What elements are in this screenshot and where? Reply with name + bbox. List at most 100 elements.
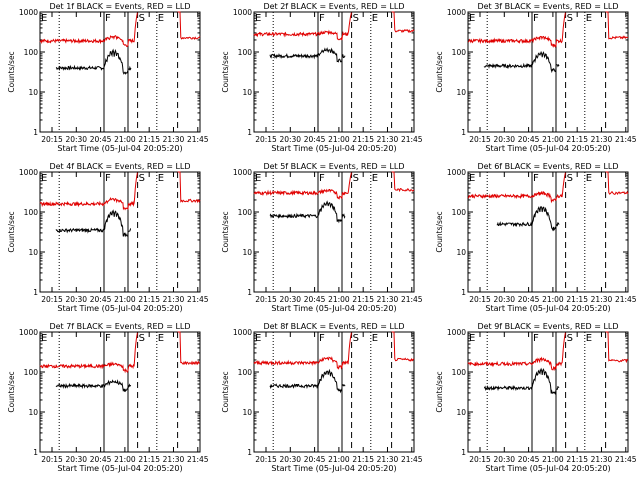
x-tick-label: 21:00	[114, 295, 136, 304]
plot-frame	[253, 11, 415, 133]
marker-label: F	[533, 173, 539, 184]
y-tick-label: 1000	[233, 328, 252, 337]
marker-label: S	[353, 13, 359, 24]
marker-label: E	[158, 173, 164, 184]
series-red-lld-tail	[177, 331, 200, 366]
x-tick-label: 21:45	[615, 135, 637, 144]
y-tick-label: 100	[452, 48, 467, 57]
x-tick-label: 20:15	[255, 135, 277, 144]
x-axis-label: Start Time (05-Jul-04 20:05:20)	[271, 144, 396, 153]
y-tick-label: 1	[461, 448, 466, 457]
plot-frame	[39, 331, 201, 453]
y-tick-label: 1	[33, 128, 38, 137]
y-tick-label: 1	[33, 288, 38, 297]
marker-label: E	[158, 13, 164, 24]
series-red-lld-tail	[391, 11, 415, 34]
series-black-events	[269, 47, 346, 63]
x-tick-label: 21:30	[377, 135, 399, 144]
y-tick-label: 10	[456, 408, 466, 417]
y-tick-label: 1	[461, 288, 466, 297]
x-axis-label: Start Time (05-Jul-04 20:05:20)	[57, 144, 182, 153]
x-tick-label: 21:15	[138, 135, 160, 144]
marker-label: S	[567, 333, 573, 344]
panel-det-8: Det 8f BLACK = Events, RED = LLD 1 10 100 10…	[221, 322, 423, 473]
y-tick-label: 1	[247, 128, 252, 137]
y-tick-label: 10	[28, 88, 38, 97]
plot-frame	[39, 171, 201, 293]
series-red-events	[39, 332, 138, 374]
panel-title: Det 8f BLACK = Events, RED = LLD	[263, 322, 404, 331]
panel-title: Det 2f BLACK = Events, RED = LLD	[263, 2, 404, 11]
x-tick-label: 21:00	[542, 135, 564, 144]
x-axis-label: Start Time (05-Jul-04 20:05:20)	[57, 464, 182, 473]
panel-det-7: Det 7f BLACK = Events, RED = LLD 1 10 100 10…	[7, 322, 209, 473]
marker-label: S	[139, 13, 145, 24]
x-tick-label: 21:30	[377, 295, 399, 304]
panel-title: Det 9f BLACK = Events, RED = LLD	[477, 322, 618, 331]
x-tick-label: 20:30	[493, 455, 515, 464]
marker-label: F	[319, 173, 325, 184]
panel-det-6: Det 6f BLACK = Events, RED = LLD 1 10 100 10…	[435, 162, 637, 313]
y-axis-label: Counts/sec	[435, 51, 444, 92]
x-tick-label: 20:15	[469, 135, 491, 144]
y-tick-label: 100	[238, 368, 253, 377]
y-tick-label: 10	[242, 88, 252, 97]
y-axis-label: Counts/sec	[221, 211, 230, 252]
x-tick-label: 21:30	[377, 455, 399, 464]
series-black-events	[496, 205, 560, 232]
y-tick-label: 1000	[447, 328, 466, 337]
marker-label: E	[41, 333, 47, 344]
x-tick-label: 20:45	[304, 455, 326, 464]
x-tick-label: 21:45	[615, 455, 637, 464]
series-red-events	[253, 332, 352, 370]
x-tick-label: 21:30	[591, 295, 613, 304]
series-black-events	[55, 379, 132, 393]
y-tick-label: 100	[24, 368, 39, 377]
x-tick-label: 20:30	[493, 295, 515, 304]
panel-title: Det 7f BLACK = Events, RED = LLD	[49, 322, 190, 331]
x-tick-label: 21:15	[352, 455, 374, 464]
marker-label: S	[567, 173, 573, 184]
x-tick-label: 21:30	[163, 455, 185, 464]
y-tick-label: 100	[24, 48, 39, 57]
plot-frame	[39, 11, 201, 133]
marker-label: F	[105, 333, 111, 344]
x-tick-label: 20:15	[41, 135, 63, 144]
x-tick-label: 21:45	[187, 455, 209, 464]
series-red-lld-tail	[605, 11, 629, 40]
y-tick-label: 1000	[233, 8, 252, 17]
panel-det-3: Det 3f BLACK = Events, RED = LLD 1 10 100 10…	[435, 2, 637, 153]
y-tick-label: 1000	[447, 8, 466, 17]
x-tick-label: 20:15	[255, 295, 277, 304]
series-black-events	[55, 209, 131, 238]
series-red-lld-tail	[605, 331, 629, 364]
marker-label: S	[139, 333, 145, 344]
y-tick-label: 1000	[447, 168, 466, 177]
series-red-events	[468, 12, 566, 48]
x-tick-label: 21:15	[352, 295, 374, 304]
y-tick-label: 1	[33, 448, 38, 457]
x-tick-label: 21:45	[401, 295, 423, 304]
x-axis-label: Start Time (05-Jul-04 20:05:20)	[271, 464, 396, 473]
x-tick-label: 21:00	[542, 295, 564, 304]
x-tick-label: 21:00	[114, 455, 136, 464]
y-tick-label: 1	[247, 448, 252, 457]
series-red-events	[467, 172, 566, 204]
x-tick-label: 20:30	[65, 295, 87, 304]
marker-label: E	[586, 173, 592, 184]
x-tick-label: 20:15	[41, 295, 63, 304]
x-tick-label: 21:15	[566, 455, 588, 464]
x-tick-label: 21:00	[114, 135, 136, 144]
marker-label: E	[41, 13, 47, 24]
y-axis-label: Counts/sec	[435, 211, 444, 252]
x-tick-label: 20:15	[255, 455, 277, 464]
x-tick-label: 20:30	[65, 135, 87, 144]
marker-label: F	[319, 13, 325, 24]
x-tick-label: 21:15	[566, 135, 588, 144]
panel-title: Det 6f BLACK = Events, RED = LLD	[477, 162, 618, 171]
y-tick-label: 10	[242, 248, 252, 257]
x-tick-label: 21:15	[566, 295, 588, 304]
panel-det-4: Det 4f BLACK = Events, RED = LLD 1 10 100 10…	[7, 162, 209, 313]
y-tick-label: 1	[461, 128, 466, 137]
x-tick-label: 20:30	[493, 135, 515, 144]
